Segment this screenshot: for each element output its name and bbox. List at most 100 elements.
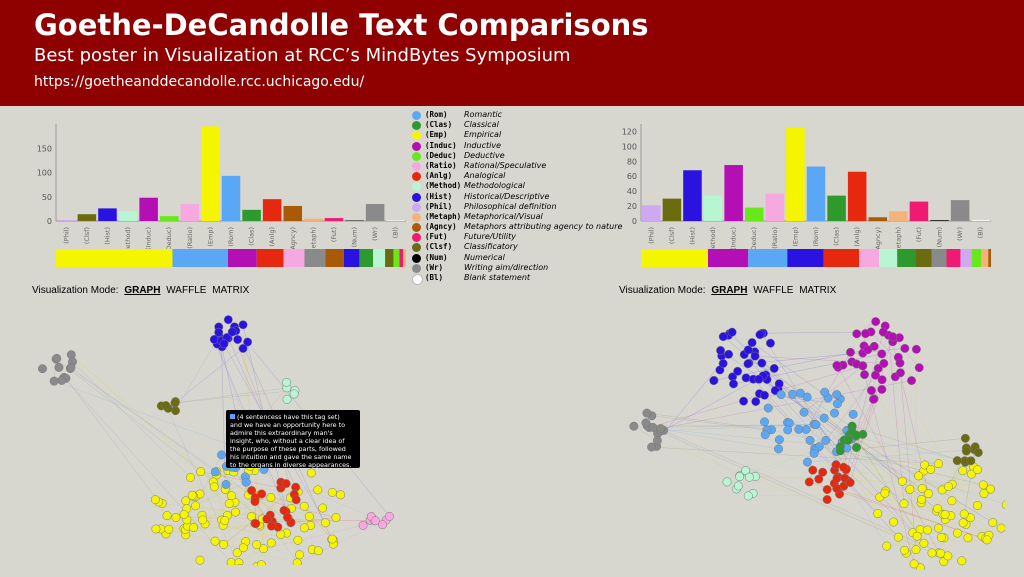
graph-node[interactable] [804, 477, 814, 487]
bar[interactable] [909, 201, 929, 221]
graph-node[interactable] [266, 493, 276, 502]
graph-node[interactable] [259, 544, 268, 554]
graph-node[interactable] [304, 512, 314, 521]
mode-matrix-button[interactable]: MATRIX [799, 285, 837, 296]
proportion-segment[interactable] [399, 249, 404, 267]
graph-node[interactable] [866, 386, 876, 395]
graph-node[interactable] [295, 550, 305, 560]
graph-node[interactable] [863, 345, 873, 355]
graph-node[interactable] [743, 491, 753, 501]
graph-node[interactable] [774, 435, 784, 445]
legend-item[interactable]: (Wr) Writing aim/direction [411, 263, 621, 273]
graph-node[interactable] [647, 442, 657, 452]
graph-node[interactable] [210, 467, 220, 477]
legend-item[interactable]: (Phil) Philosophical definition [411, 202, 621, 212]
graph-node[interactable] [282, 377, 291, 387]
bar[interactable] [806, 166, 826, 221]
graph-node[interactable] [978, 480, 988, 490]
graph-node[interactable] [774, 444, 784, 454]
proportion-segment[interactable] [960, 249, 972, 267]
graph-node[interactable] [958, 518, 968, 528]
graph-node[interactable] [940, 510, 950, 519]
proportion-segment[interactable] [859, 249, 879, 267]
bar[interactable] [57, 220, 76, 221]
graph-node[interactable] [809, 448, 819, 458]
graph-node[interactable] [642, 408, 652, 418]
graph-node[interactable] [209, 482, 219, 492]
graph-node[interactable] [802, 457, 812, 467]
graph-node[interactable] [917, 494, 927, 504]
graph-node[interactable] [718, 332, 728, 342]
graph-node[interactable] [755, 330, 765, 340]
graph-node[interactable] [378, 520, 387, 530]
graph-node[interactable] [318, 503, 328, 513]
legend-item[interactable]: (Emp) Empirical [411, 130, 621, 141]
graph-node[interactable] [743, 359, 753, 369]
graph-node[interactable] [282, 394, 292, 404]
graph-node[interactable] [831, 460, 841, 470]
proportion-segment[interactable] [325, 249, 344, 267]
graph-node[interactable] [933, 504, 943, 514]
graph-node[interactable] [967, 469, 976, 479]
graph-node[interactable] [198, 515, 208, 525]
graph-node[interactable] [888, 517, 898, 527]
legend-item[interactable]: (Method) Methodological [411, 181, 621, 192]
graph-node[interactable] [250, 497, 260, 506]
legend-item[interactable]: (Clsf) Classificatory [411, 242, 621, 253]
proportion-segment[interactable] [343, 249, 360, 267]
bar[interactable] [283, 205, 303, 221]
proportion-segment[interactable] [373, 249, 386, 267]
graph-node[interactable] [835, 446, 845, 456]
proportion-segment[interactable] [256, 249, 284, 267]
graph-node[interactable] [327, 534, 337, 544]
graph-node[interactable] [49, 376, 59, 386]
graph-node[interactable] [727, 327, 737, 337]
bar[interactable] [118, 211, 138, 221]
legend-item[interactable]: (Metaph) Metaphorical/Visual [411, 212, 621, 222]
graph-node[interactable] [299, 501, 309, 511]
graph-node[interactable] [788, 389, 798, 399]
graph-node[interactable] [972, 501, 982, 510]
bar[interactable] [662, 198, 682, 221]
graph-node[interactable] [226, 558, 236, 567]
graph-node[interactable] [171, 513, 181, 522]
graph-node[interactable] [162, 511, 172, 521]
graph-node[interactable] [996, 523, 1006, 533]
graph-node[interactable] [151, 524, 161, 534]
graph-node[interactable] [267, 521, 276, 531]
graph-node[interactable] [170, 398, 180, 408]
proportion-segment[interactable] [878, 249, 898, 267]
bar[interactable] [703, 195, 723, 221]
graph-node[interactable] [291, 495, 301, 505]
graph-node[interactable] [741, 373, 751, 383]
graph-node[interactable] [895, 368, 905, 378]
bar[interactable] [180, 204, 200, 221]
graph-node[interactable] [744, 472, 754, 482]
left-network-graph[interactable] [30, 305, 420, 573]
legend-item[interactable]: (Induc) Inductive [411, 141, 621, 151]
graph-node[interactable] [933, 523, 943, 533]
graph-node[interactable] [832, 361, 842, 370]
graph-node[interactable] [832, 484, 842, 493]
graph-node[interactable] [877, 375, 887, 385]
mode-matrix-button[interactable]: MATRIX [212, 285, 250, 296]
graph-node[interactable] [161, 401, 171, 410]
graph-node[interactable] [256, 560, 266, 570]
bar[interactable] [786, 127, 805, 221]
graph-node[interactable] [961, 446, 971, 456]
graph-node[interactable] [988, 518, 998, 528]
graph-node[interactable] [888, 332, 898, 342]
proportion-segment[interactable] [988, 249, 991, 267]
graph-node[interactable] [973, 465, 982, 475]
bar[interactable] [889, 211, 908, 221]
graph-node[interactable] [747, 338, 757, 348]
graph-node[interactable] [926, 464, 936, 474]
graph-node[interactable] [873, 364, 883, 373]
graph-node[interactable] [252, 540, 262, 550]
graph-node[interactable] [832, 399, 842, 409]
graph-node[interactable] [832, 473, 842, 483]
graph-node[interactable] [276, 530, 286, 540]
graph-node[interactable] [735, 472, 745, 482]
graph-node[interactable] [819, 413, 829, 423]
bar[interactable] [262, 199, 282, 221]
